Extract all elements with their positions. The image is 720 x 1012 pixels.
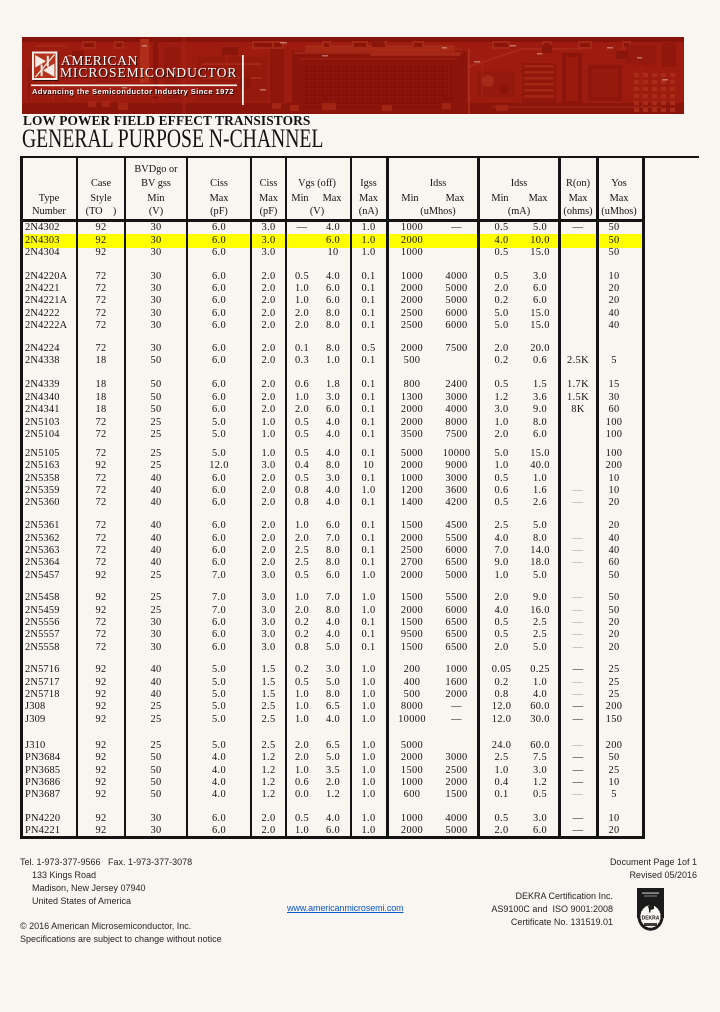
svg-text:DEKRA: DEKRA: [642, 916, 660, 922]
